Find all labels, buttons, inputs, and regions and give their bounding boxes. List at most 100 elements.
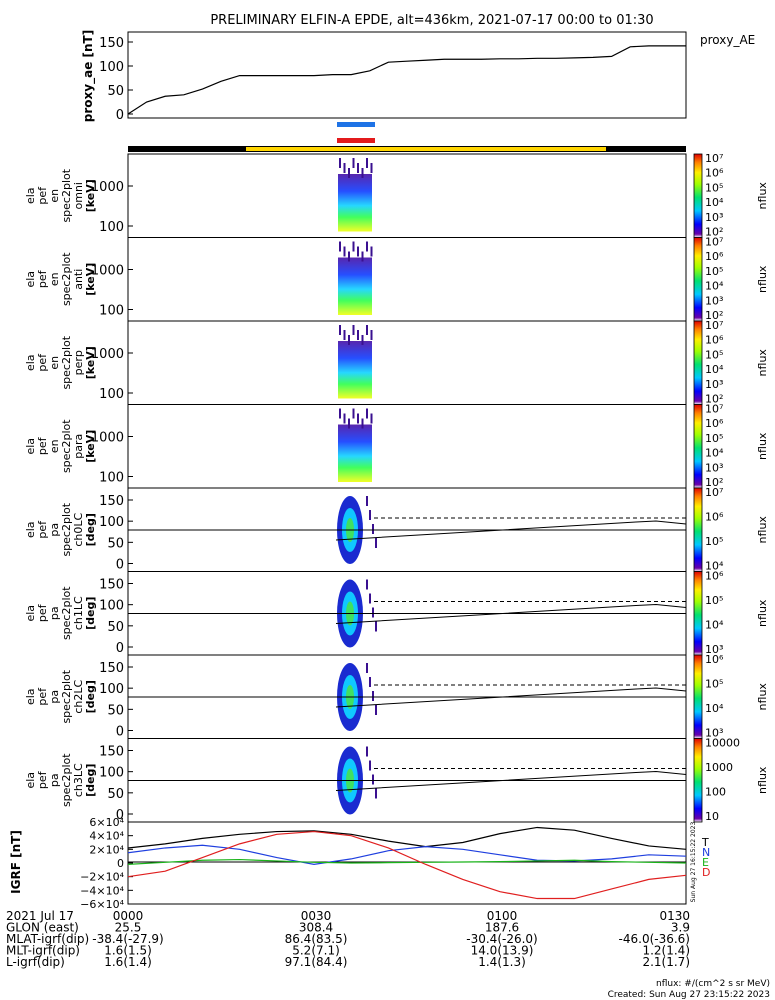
colorbar-label: nflux — [756, 599, 769, 627]
igrf-D-line — [127, 830, 687, 900]
panel-8: 150 100 50 0 ela pef pa spec2plot ch3LC [deg] 1000… — [24, 737, 769, 824]
plot-title: PRELIMINARY ELFIN-A EPDE, alt=436km, 202… — [210, 13, 653, 28]
footer-row-value: 97.1(84.4) — [285, 955, 348, 969]
panel-ylabel-line: spec2plot — [60, 669, 73, 723]
colorbar-tick-label: 10⁴ — [705, 702, 724, 715]
colorbar-tick-label: 10⁶ — [705, 417, 724, 430]
spectrogram-pixel — [343, 330, 346, 340]
panel-ytick-label: 0 — [116, 725, 124, 740]
spectrogram-pixel — [369, 760, 371, 771]
panel-ylabel-line: pef — [36, 687, 49, 706]
colorbar-label: nflux — [756, 182, 769, 210]
colorbar-tick-label: 10⁷ — [705, 403, 723, 416]
colorbar — [693, 237, 703, 322]
colorbar-label: nflux — [756, 683, 769, 711]
footer-row-value: -30.4(-26.0) — [466, 932, 537, 946]
segment-bar-blue — [337, 122, 375, 127]
spectrogram-pixel — [361, 251, 364, 262]
proxy-ae-frame — [127, 31, 687, 119]
panel-ylabel-line: spec2plot — [60, 753, 73, 807]
colorbar — [693, 654, 703, 739]
igrf-N-line — [127, 844, 687, 865]
colorbar-tick-label: 10⁶ — [705, 570, 724, 583]
colorbar-tick-label: 10⁴ — [705, 363, 724, 376]
spectrogram-blob — [338, 341, 372, 399]
colorbar-tick-label: 10⁵ — [705, 535, 723, 548]
panel-ylabel-line: spec2plot — [60, 502, 73, 556]
colorbar-tick-label: 10⁴ — [705, 560, 724, 573]
panel-ylabel-line: spec2plot — [60, 586, 73, 640]
spectrogram-pixel — [339, 325, 341, 335]
spectrogram-pixel — [361, 335, 364, 345]
panel-ylabel-line: ela — [24, 688, 37, 705]
panel-ytick-label: 100 — [99, 220, 124, 235]
spectrogram-pixel — [348, 168, 350, 178]
colorbar-tick-label: 10⁷ — [705, 236, 723, 249]
track-bar-science — [246, 147, 606, 151]
colorbar-tick-label: 10 — [705, 810, 719, 823]
spectrogram-pixel — [366, 579, 368, 590]
panel-ylabel-line: ch3LC — [72, 763, 85, 797]
colorbar — [693, 487, 703, 572]
panel-ylabel-line: anti — [72, 269, 85, 290]
spectrogram-pixel — [348, 418, 350, 429]
colorbar-tick-label: 10⁵ — [705, 348, 723, 361]
spectrogram-pixel — [375, 788, 377, 799]
colorbar-tick-label: 10⁶ — [705, 250, 724, 263]
spectrogram-blob — [338, 174, 372, 232]
loss-cone-line — [335, 603, 687, 624]
footer-row-value: 2.1(1.7) — [642, 955, 690, 969]
proxy-ae-yticks: 150 100 50 0 — [99, 36, 133, 123]
colorbar-tick-label: 10⁷ — [705, 319, 723, 332]
nflux-units: nflux: #/(cm^2 s sr MeV) — [656, 979, 770, 989]
panel-ytick-label: 100 — [99, 515, 124, 530]
footer-row-value: 1.4(1.3) — [478, 955, 526, 969]
colorbar-tick-label: 10³ — [705, 378, 723, 391]
panel-ylabel-line: spec2plot — [60, 335, 73, 389]
footer-row-label: L-igrf(dip) — [6, 955, 65, 969]
panel-ylabel-line: [keV] — [84, 430, 97, 463]
colorbar-tick-label: 10⁵ — [705, 181, 723, 194]
panel-frame — [127, 404, 687, 489]
panel-ylabel-line: pa — [48, 606, 61, 620]
loss-cone-line — [335, 687, 687, 708]
spectrogram-blob — [338, 257, 372, 315]
loss-cone-line — [335, 520, 687, 541]
footer-ephemeris: 2021 Jul 17 0000 0030 0100 0130 GLON (east) 25… — [6, 909, 690, 969]
proxy-ae-ytick-label: 50 — [107, 84, 124, 99]
panel-ylabel-line: pef — [36, 520, 49, 539]
proxy-ae-ytick-label: 0 — [116, 108, 124, 123]
panel-ytick-label: 50 — [107, 703, 124, 718]
spectrogram-pixel — [372, 774, 374, 785]
panel-ytick-label: 50 — [107, 620, 124, 635]
panel-ylabel-line: pef — [36, 269, 49, 288]
proxy-ae-ytick-label: 100 — [99, 60, 124, 75]
colorbar-tick-label: 1000 — [705, 761, 733, 774]
panel-ylabel-line: spec2plot — [60, 168, 73, 222]
igrf-legend-item: T — [701, 836, 709, 849]
panel-ylabel-line: ela — [24, 521, 37, 538]
footer-row-value: 187.6 — [485, 921, 519, 935]
colorbar-tick-label: 10⁶ — [705, 653, 724, 666]
igrf-ytick-label: 6×10⁴ — [89, 816, 124, 829]
panel-ylabel-line: ela — [24, 438, 37, 455]
igrf-ytick-label: −4×10⁴ — [80, 884, 124, 897]
segment-bar-red — [337, 138, 375, 143]
panel-ytick-label: 100 — [99, 387, 124, 402]
proxy-ae-ylabel: proxy_ae [nT] — [81, 30, 96, 122]
panel-ytick-label: 50 — [107, 536, 124, 551]
spectrogram-pixel — [366, 663, 368, 673]
colorbar-tick-label: 10⁵ — [705, 678, 723, 691]
proxy-ae-legend: proxy_AE — [700, 33, 755, 47]
colorbar-tick-label: 10³ — [705, 461, 723, 474]
panel-ytick-label: 0 — [116, 558, 124, 573]
colorbar-tick-label: 10² — [705, 393, 723, 406]
panel-ylabel-line: pef — [36, 353, 49, 372]
colorbar-label: nflux — [756, 432, 769, 460]
colorbar-tick-label: 10⁴ — [705, 447, 724, 460]
spectrogram-pixel — [366, 746, 368, 757]
